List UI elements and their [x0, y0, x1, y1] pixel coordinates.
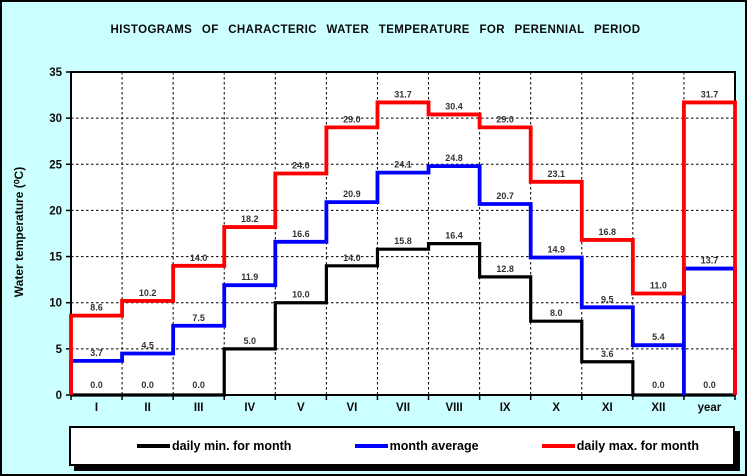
- y-tick-label: 25: [49, 159, 62, 171]
- legend-item-daily-max: daily max. for month: [541, 439, 699, 453]
- data-label: 23.1: [547, 169, 565, 179]
- x-tick-label: VII: [396, 402, 410, 414]
- data-label: 14.0: [190, 253, 208, 263]
- data-label: 10.0: [292, 290, 310, 300]
- x-tick-label: IX: [500, 402, 511, 414]
- data-label: 0.0: [90, 380, 103, 390]
- data-label: 3.7: [90, 348, 103, 358]
- legend-label: daily max. for month: [576, 439, 699, 453]
- legend-item-month-average: month average: [354, 439, 479, 453]
- data-label: 5.4: [652, 332, 665, 342]
- series-daily-min-for-month: [71, 242, 735, 397]
- x-tick-label: VIII: [445, 402, 462, 414]
- x-tick-label: III: [194, 402, 204, 414]
- data-label: 10.2: [139, 288, 157, 298]
- data-label: 5.0: [244, 336, 257, 346]
- y-tick-label: 20: [49, 205, 62, 217]
- data-label: 11.9: [241, 272, 258, 282]
- data-label: 18.2: [241, 214, 259, 224]
- data-label: 0.0: [703, 380, 716, 390]
- data-label: 15.8: [394, 236, 412, 246]
- data-label: 4.5: [141, 340, 154, 350]
- x-tick-label: XI: [602, 402, 613, 414]
- series-month-average: [69, 164, 737, 395]
- data-label: 24.8: [445, 153, 463, 163]
- data-label: 16.8: [599, 227, 617, 237]
- y-tick-label: 10: [49, 298, 62, 310]
- x-tick-label: IV: [244, 402, 255, 414]
- legend-label: month average: [389, 439, 479, 453]
- y-tick-label: 0: [56, 390, 62, 402]
- data-label: 30.4: [445, 101, 463, 111]
- x-tick-label: year: [698, 402, 722, 414]
- data-label: 3.6: [601, 349, 614, 359]
- data-label: 16.4: [445, 231, 463, 241]
- y-tick-label: 5: [56, 344, 63, 356]
- data-label: 11.0: [650, 280, 667, 290]
- legend-line-swatch-black: [137, 444, 170, 448]
- data-label: 29.0: [343, 114, 361, 124]
- data-label: 31.7: [701, 89, 719, 99]
- data-label: 0.0: [192, 380, 205, 390]
- x-tick-label: X: [552, 402, 560, 414]
- data-label: 8.0: [550, 308, 563, 318]
- data-label: 29.0: [496, 114, 514, 124]
- legend-line-swatch-red: [541, 444, 575, 448]
- series-daily-max-for-month: [69, 100, 737, 395]
- data-label: 20.7: [496, 191, 514, 201]
- data-label: 24.1: [394, 160, 412, 170]
- data-label: 31.7: [394, 89, 412, 99]
- data-label: 9.5: [601, 294, 614, 304]
- data-label: 0.0: [652, 380, 665, 390]
- legend-item-daily-min: daily min. for month: [137, 439, 291, 453]
- data-label: 16.6: [292, 229, 310, 239]
- data-label: 20.9: [343, 189, 361, 199]
- legend: daily min. for month month average daily…: [69, 426, 735, 466]
- y-tick-label: 35: [49, 67, 62, 79]
- data-label: 24.0: [292, 161, 310, 171]
- legend-label: daily min. for month: [172, 439, 292, 453]
- y-tick-label: 15: [49, 252, 62, 264]
- data-label: 12.8: [496, 264, 514, 274]
- chart-title: HISTOGRAMS OF CHARACTERIC WATER TEMPERAT…: [110, 24, 641, 36]
- data-label: 14.9: [547, 244, 565, 254]
- y-tick-label: 30: [49, 113, 62, 125]
- x-tick-label: I: [95, 402, 98, 414]
- x-tick-label: V: [297, 402, 305, 414]
- data-label: 13.7: [701, 256, 719, 266]
- data-label: 8.6: [90, 303, 103, 313]
- data-label: 0.0: [141, 380, 154, 390]
- legend-line-swatch-blue: [354, 444, 388, 448]
- data-label: 14.0: [343, 253, 361, 263]
- x-tick-label: VI: [346, 402, 357, 414]
- x-tick-label: XII: [651, 402, 665, 414]
- x-tick-label: II: [144, 402, 150, 414]
- y-axis-title: Water temperature (⁰C): [12, 166, 26, 298]
- data-label: 7.5: [192, 313, 205, 323]
